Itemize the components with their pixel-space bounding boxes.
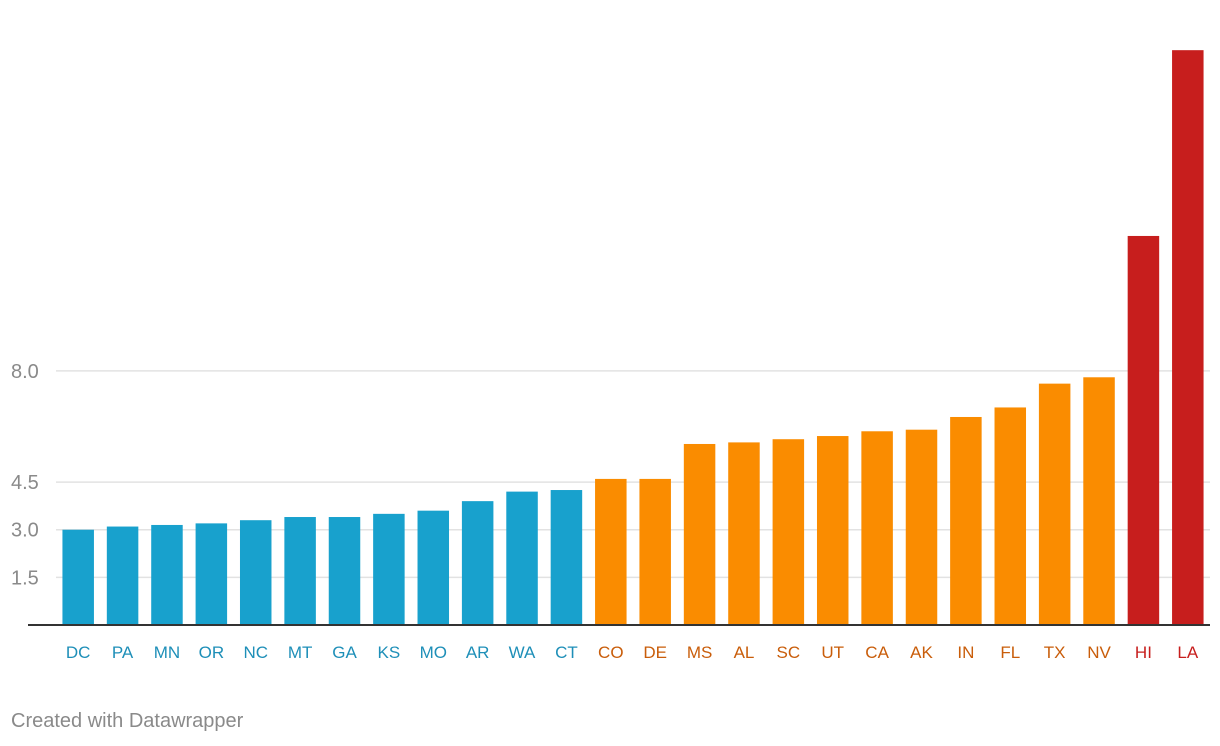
y-tick-label: 1.5 — [11, 567, 39, 589]
bar-al — [728, 442, 760, 625]
bar-pa — [106, 526, 139, 625]
bar-in — [950, 416, 982, 625]
x-tick-label-de: DE — [643, 643, 667, 662]
bar-ut — [816, 436, 849, 625]
x-tick-label-ct: CT — [555, 643, 578, 662]
bar-ar — [461, 501, 494, 625]
bar-ks — [373, 513, 405, 625]
x-tick-label-pa: PA — [112, 643, 134, 662]
x-tick-label-tx: TX — [1044, 643, 1066, 662]
bar-chart: 1.53.04.58.0 DC PA MN OR NC MT GA KS MO AR WA CT CO D… — [11, 50, 1210, 662]
bar-or — [195, 523, 228, 625]
x-tick-label-mo: MO — [420, 643, 447, 662]
x-tick-label-or: OR — [199, 643, 225, 662]
x-tick-label-al: AL — [734, 643, 755, 662]
bar-hi — [1127, 235, 1160, 625]
x-tick-label-ar: AR — [466, 643, 490, 662]
bar-co — [595, 478, 627, 625]
x-tick-label-fl: FL — [1000, 643, 1020, 662]
bar-mo — [417, 510, 450, 625]
x-tick-label-nc: NC — [243, 643, 268, 662]
bar-ms — [683, 443, 716, 625]
bar-nv — [1083, 377, 1115, 625]
bar-tx — [1038, 383, 1071, 625]
bar-de — [639, 478, 671, 625]
y-tick-label: 3.0 — [11, 520, 39, 542]
y-tick-label: 4.5 — [11, 472, 39, 494]
bar-dc — [62, 529, 94, 625]
x-tick-label-ga: GA — [332, 643, 357, 662]
x-tick-label-co: CO — [598, 643, 624, 662]
x-tick-label-ut: UT — [821, 643, 844, 662]
bar-la — [1172, 50, 1204, 625]
x-tick-label-mt: MT — [288, 643, 313, 662]
bar-mt — [284, 517, 316, 625]
x-tick-label-mn: MN — [154, 643, 180, 662]
x-tick-label-hi: HI — [1135, 643, 1152, 662]
datawrapper-credit: Created with Datawrapper — [11, 710, 244, 732]
bar-mn — [151, 524, 183, 625]
x-tick-label-nv: NV — [1087, 643, 1111, 662]
x-tick-label-in: IN — [957, 643, 974, 662]
x-tick-label-dc: DC — [66, 643, 91, 662]
bar-ct — [550, 490, 583, 625]
x-tick-label-ms: MS — [687, 643, 713, 662]
bar-sc — [772, 439, 805, 625]
bar-fl — [994, 407, 1027, 625]
bar-nc — [239, 520, 272, 625]
x-tick-label-wa: WA — [509, 643, 536, 662]
x-tick-label-la: LA — [1177, 643, 1198, 662]
x-tick-label-ca: CA — [865, 643, 889, 662]
bars — [62, 50, 1204, 625]
bar-ca — [861, 431, 893, 625]
x-tick-label-ks: KS — [378, 643, 401, 662]
x-tick-label-sc: SC — [777, 643, 801, 662]
bar-ak — [905, 429, 938, 625]
x-tick-label-ak: AK — [910, 643, 933, 662]
y-tick-label: 8.0 — [11, 361, 39, 383]
category-labels: DC PA MN OR NC MT GA KS MO AR WA CT CO DE MS AL SC UT CA AK… — [66, 643, 1199, 662]
bar-wa — [506, 491, 538, 625]
bar-ga — [328, 517, 361, 625]
